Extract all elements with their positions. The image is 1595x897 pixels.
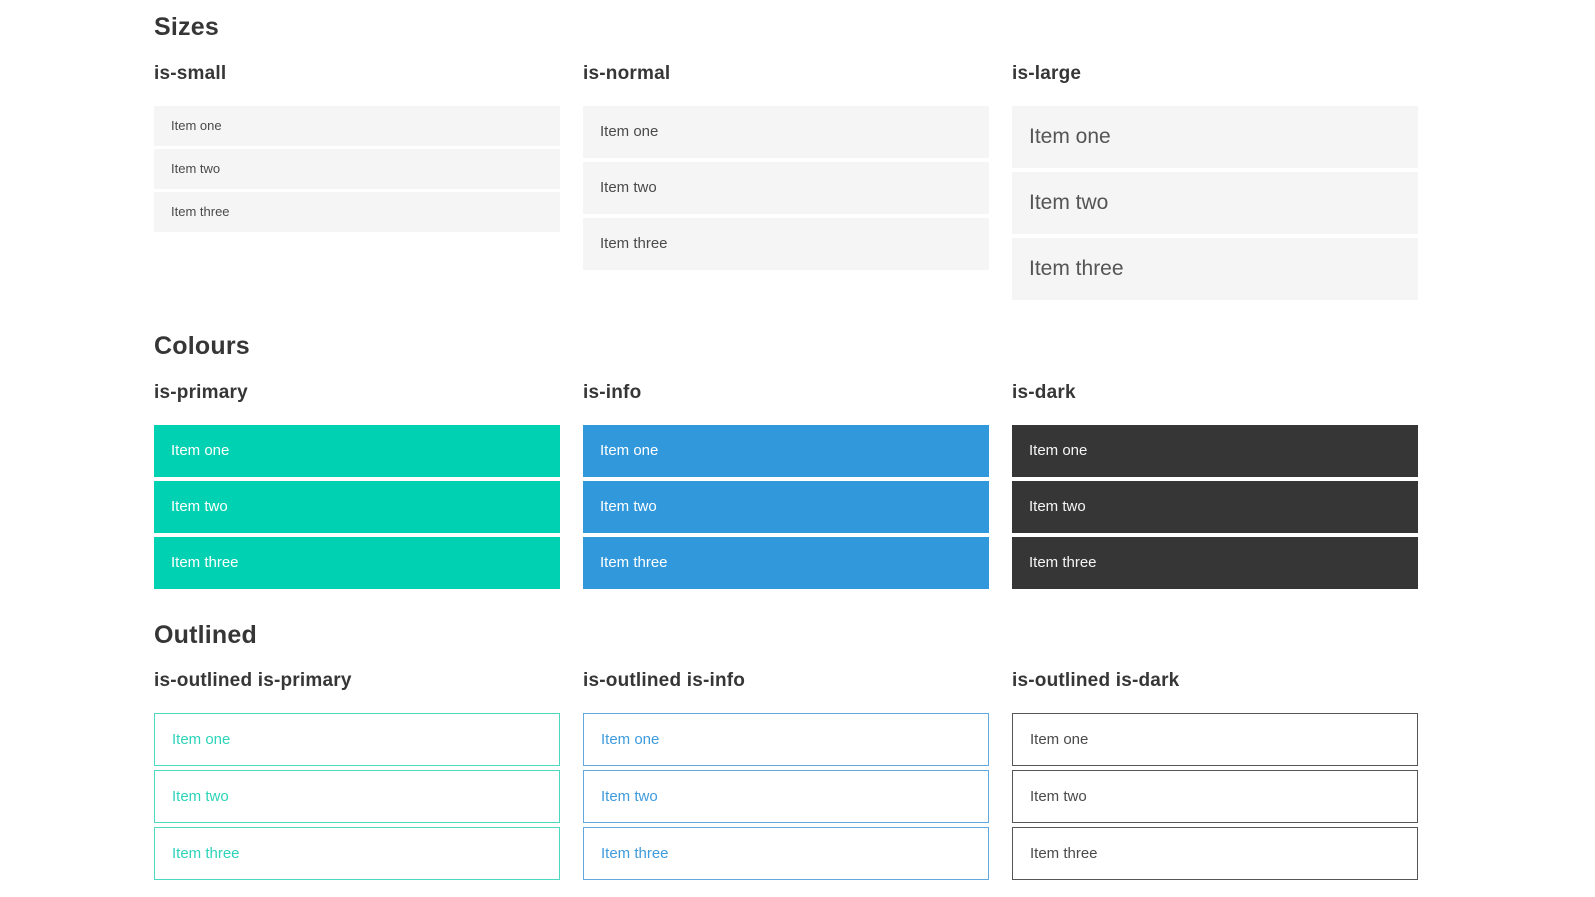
list-item: Item one	[583, 424, 989, 477]
list-is-outlined-is-dark: Item one Item two Item three	[1012, 713, 1418, 881]
list-item: Item two	[154, 480, 560, 533]
section-title-colours: Colours	[154, 331, 250, 360]
list-item: Item one	[583, 105, 989, 158]
group-is-outlined-is-primary: is-outlined is-primary Item one Item two…	[154, 668, 560, 884]
sizes-grid: is-small Item one Item two Item three is…	[154, 61, 1418, 304]
section-title-sizes: Sizes	[154, 13, 219, 41]
group-label-is-outlined-is-dark: is-outlined is-dark	[1012, 670, 1180, 692]
list-item: Item two	[1012, 171, 1418, 234]
group-label-is-large: is-large	[1012, 62, 1082, 84]
section-sizes: Sizes is-small Item one Item two Item th…	[154, 13, 1418, 304]
group-is-primary: is-primary Item one Item two Item three	[154, 380, 560, 593]
list-is-small: Item one Item two Item three	[154, 105, 560, 232]
list-item: Item three	[1012, 536, 1418, 589]
group-label-is-outlined-is-primary: is-outlined is-primary	[154, 670, 352, 692]
group-label-is-info: is-info	[583, 381, 642, 403]
list-item: Item one	[154, 713, 560, 767]
list-item: Item three	[1012, 237, 1418, 300]
group-is-outlined-is-dark: is-outlined is-dark Item one Item two It…	[1012, 668, 1418, 884]
list-item: Item one	[1012, 105, 1418, 168]
list-is-primary: Item one Item two Item three	[154, 424, 560, 589]
section-title-outlined: Outlined	[154, 620, 257, 649]
section-colours: Colours is-primary Item one Item two Ite…	[154, 332, 1418, 593]
group-label-is-normal: is-normal	[583, 62, 671, 84]
list-is-outlined-is-primary: Item one Item two Item three	[154, 713, 560, 881]
group-is-dark: is-dark Item one Item two Item three	[1012, 380, 1418, 593]
list-item: Item two	[583, 161, 989, 214]
list-item: Item two	[154, 770, 560, 824]
group-is-large: is-large Item one Item two Item three	[1012, 61, 1418, 304]
group-label-is-small: is-small	[154, 62, 227, 84]
group-is-small: is-small Item one Item two Item three	[154, 61, 560, 235]
list-item: Item two	[1012, 770, 1418, 824]
list-item: Item two	[154, 148, 560, 189]
outlined-grid: is-outlined is-primary Item one Item two…	[154, 668, 1418, 884]
colours-grid: is-primary Item one Item two Item three …	[154, 380, 1418, 593]
list-item: Item three	[154, 827, 560, 881]
list-is-dark: Item one Item two Item three	[1012, 424, 1418, 589]
section-outlined: Outlined is-outlined is-primary Item one…	[154, 621, 1418, 885]
list-item: Item one	[154, 105, 560, 146]
list-item: Item one	[154, 424, 560, 477]
group-label-is-primary: is-primary	[154, 381, 248, 403]
list-is-info: Item one Item two Item three	[583, 424, 989, 589]
list-item: Item two	[583, 770, 989, 824]
group-is-outlined-is-info: is-outlined is-info Item one Item two It…	[583, 668, 989, 884]
group-is-info: is-info Item one Item two Item three	[583, 380, 989, 593]
list-item: Item one	[1012, 713, 1418, 767]
list-item: Item two	[583, 480, 989, 533]
group-label-is-outlined-is-info: is-outlined is-info	[583, 670, 746, 692]
list-item: Item one	[1012, 424, 1418, 477]
list-item: Item three	[1012, 827, 1418, 881]
list-is-outlined-is-info: Item one Item two Item three	[583, 713, 989, 881]
list-item: Item three	[583, 536, 989, 589]
list-item: Item one	[583, 713, 989, 767]
group-is-normal: is-normal Item one Item two Item three	[583, 61, 989, 274]
list-item: Item three	[583, 827, 989, 881]
list-item: Item three	[154, 191, 560, 232]
list-item: Item three	[583, 217, 989, 270]
list-is-normal: Item one Item two Item three	[583, 105, 989, 270]
group-label-is-dark: is-dark	[1012, 381, 1076, 403]
component-demo-page: Sizes is-small Item one Item two Item th…	[154, 0, 1418, 884]
list-item: Item two	[1012, 480, 1418, 533]
list-is-large: Item one Item two Item three	[1012, 105, 1418, 300]
list-item: Item three	[154, 536, 560, 589]
